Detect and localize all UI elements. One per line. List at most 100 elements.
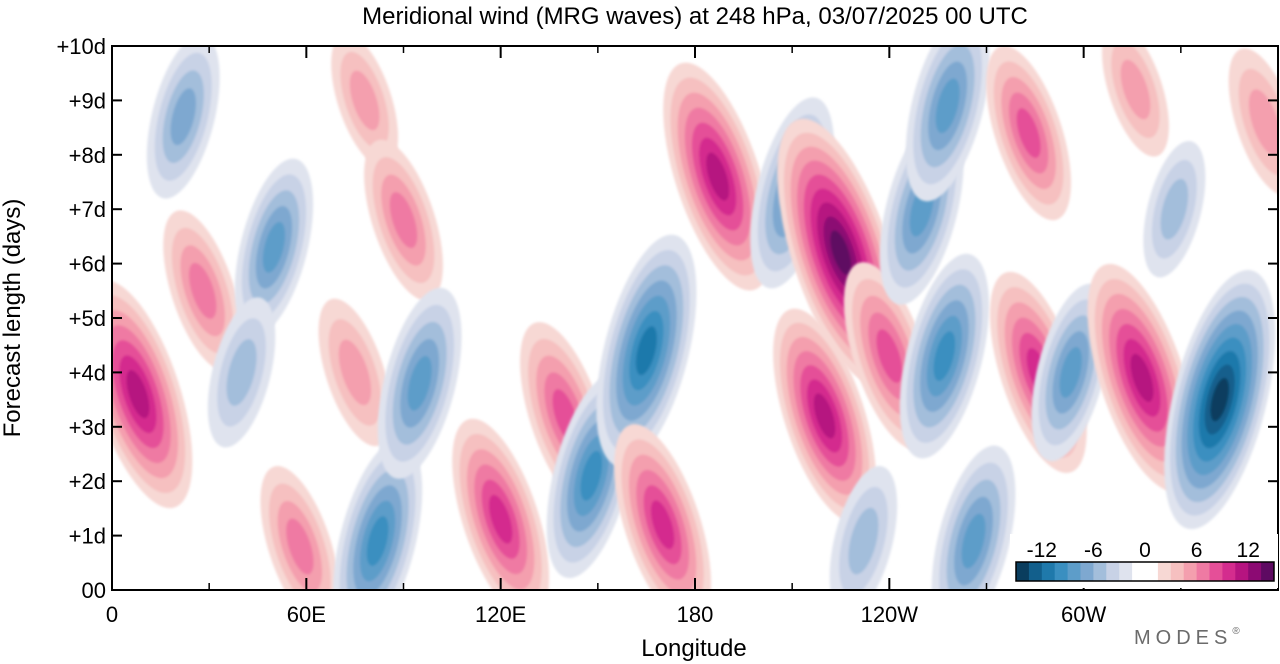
contour-band [1120,59,1151,120]
y-tick-label: +8d [69,143,106,168]
colorbar-swatch [1157,562,1172,581]
wind-feature [332,438,423,590]
y-axis-label: Forecast length (days) [0,199,26,438]
contour-band [226,339,257,406]
x-axis-label: Longitude [641,635,746,662]
contour-band [876,329,903,383]
colorbar-label: -12 [1027,539,1057,562]
colorbar-frame [1015,561,1275,582]
y-axis: 00 +1d +2d +3d +4d +5d +6d +7d +8d +9d +10d [56,34,1278,603]
colorbar-swatch [1080,562,1094,581]
colorbar-swatch [1209,562,1223,581]
y-tick-label: +4d [69,360,106,385]
contour-band [1059,347,1082,398]
colorbar-label: -6 [1084,539,1103,562]
wind-feature [1143,140,1206,278]
wind-feature [377,287,462,479]
colorbar-swatch [1067,562,1081,581]
plot-area [111,45,1279,591]
contour-band [813,393,836,439]
contour-band [650,500,675,550]
colorbar-swatch [1106,562,1120,581]
wind-feature [829,465,898,590]
wind-feature [596,234,697,467]
modes-logo: MODES® [1134,626,1245,649]
contour-band [706,152,730,201]
contour-band [1210,377,1229,422]
y-tick-label: +6d [69,252,106,277]
wind-feature [931,445,1016,590]
wind-feature [163,210,243,372]
y-tick-label: 00 [82,578,106,603]
colorbar-swatch [1016,562,1030,581]
colorbar-swatch [1132,562,1159,581]
contour-band [170,88,196,146]
contour-band [1130,353,1154,402]
contour-band [1160,178,1189,240]
colorbar-swatch [1170,562,1185,581]
y-tick-label: +10d [56,34,106,59]
colorbar-label: 6 [1191,539,1203,562]
contour-band [933,331,956,381]
wind-feature [1228,48,1278,196]
x-tick-label: 0 [106,602,118,627]
contour-band [1016,108,1041,158]
wind-feature [260,466,340,590]
y-tick-label: +2d [69,469,106,494]
contour-band [389,192,418,249]
wind-feature [773,308,876,524]
y-tick-label: +3d [69,415,106,440]
contour-band [488,494,513,544]
x-tick-label: 180 [677,602,714,627]
contour-band [961,513,986,569]
colorbar-swatch [1196,562,1210,581]
wind-feature [879,113,964,305]
wind-feature [207,297,276,448]
contour-band [338,339,372,406]
x-tick-label: 120E [475,602,526,627]
colorbar-swatch [1261,562,1275,581]
contour-band [830,230,852,276]
wind-feature [364,139,443,301]
wind-feature [614,424,712,590]
contour-band [1248,89,1278,155]
wind-feature [986,46,1072,221]
colorbar-swatch [1119,562,1133,581]
y-tick-label: +1d [69,524,106,549]
chart-title: Meridional wind (MRG waves) at 248 hPa, … [362,3,1028,30]
wind-feature [452,418,550,590]
contour-band [126,370,150,419]
y-tick-label: +5d [69,306,106,331]
wind-feature [318,298,392,447]
colorbar-label: 12 [1237,539,1260,562]
x-tick-label: 120W [861,602,919,627]
wind-feature [899,253,990,459]
x-axis: 0 60E 120E 180 120W 60W [106,46,1182,627]
contour-band [262,221,286,273]
colorbar-swatch [1235,562,1249,581]
colorbar-swatch [1222,562,1236,581]
colorbar-swatch [1183,562,1197,581]
contour-band [935,78,960,134]
y-tick-label: +7d [69,197,106,222]
wind-feature [1087,263,1197,492]
wind-feature [331,46,399,168]
colorbar-swatch [1041,562,1056,581]
contour-band [349,70,380,131]
contour-band [366,516,389,566]
colorbar-swatch [1054,562,1068,581]
contour-band [286,518,314,575]
wind-feature [1102,46,1169,157]
colorbar-swatch [1093,562,1107,581]
wind-feature [1164,270,1276,530]
colorbar-swatch [1248,562,1262,581]
contour-band [848,507,879,575]
colorbar-swatch [1028,562,1043,581]
contour-band [635,326,657,376]
contour-band [580,450,603,501]
wind-feature [234,158,314,336]
colorbar-legend: -12 -6 0 6 12 [1010,534,1278,588]
wind-feature [146,46,220,199]
contour-band [188,262,217,319]
y-tick-label: +9d [69,88,106,113]
